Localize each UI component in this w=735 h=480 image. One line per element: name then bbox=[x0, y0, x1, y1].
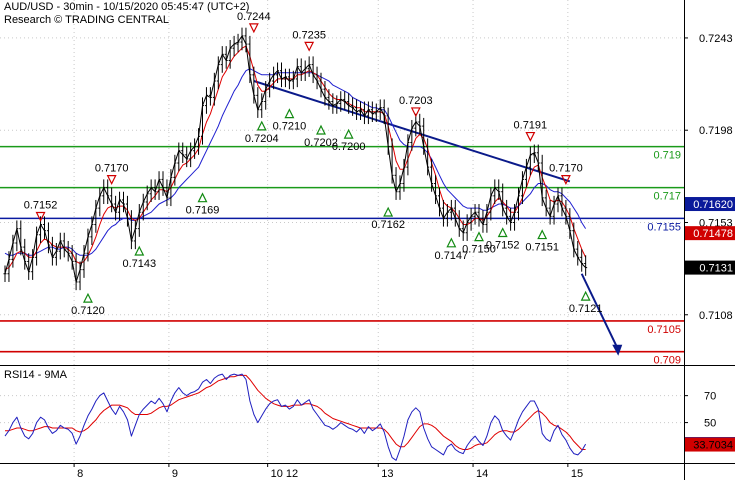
swing-low-label: 0.7169 bbox=[186, 205, 220, 217]
research-credit: Research © TRADING CENTRAL bbox=[4, 14, 169, 26]
swing-low-label: 0.7121 bbox=[569, 303, 603, 315]
swing-low-marker bbox=[383, 206, 394, 217]
price-tick-label: 0.7198 bbox=[699, 125, 733, 137]
projection-arrowhead bbox=[612, 344, 623, 356]
swing-low-marker bbox=[134, 245, 145, 256]
swing-low-marker bbox=[197, 192, 208, 203]
swing-low-marker bbox=[343, 128, 354, 139]
swing-low-label: 0.7162 bbox=[371, 219, 405, 231]
swing-low-marker bbox=[580, 290, 591, 301]
x-tick-label: 9 bbox=[172, 468, 178, 480]
price-series bbox=[3, 27, 588, 291]
rsi-panel bbox=[4, 373, 587, 461]
rsi-tick-label: 70 bbox=[704, 391, 716, 403]
price-tag-box bbox=[685, 226, 735, 241]
rsi-tag-box bbox=[685, 437, 735, 452]
swing-low-label: 0.7202 bbox=[304, 137, 338, 149]
x-tick-label: 8 bbox=[77, 468, 83, 480]
swing-high-marker bbox=[304, 41, 315, 52]
swing-low-label: 0.7210 bbox=[273, 121, 307, 133]
price-tag-box bbox=[685, 260, 735, 275]
chart-title: AUD/USD - 30min - 10/15/2020 05:45:47 (U… bbox=[4, 1, 250, 13]
swing-low-marker bbox=[446, 237, 457, 248]
price-tick-label: 0.7243 bbox=[699, 33, 733, 45]
swing-low-label: 0.7143 bbox=[122, 258, 156, 270]
swing-high-marker bbox=[410, 107, 421, 118]
swing-low-marker bbox=[474, 231, 484, 242]
swing-high-label: 0.7244 bbox=[237, 11, 271, 23]
swing-low-marker bbox=[284, 108, 295, 119]
swing-high-label: 0.7170 bbox=[549, 163, 583, 175]
rsi-ma-line bbox=[5, 374, 586, 450]
fast-moving-average-line bbox=[4, 45, 587, 271]
swing-high-marker bbox=[106, 175, 117, 185]
rsi-tick-label: 50 bbox=[704, 418, 716, 430]
rsi-tag-text: 33.7034 bbox=[693, 440, 733, 452]
swing-low-label: 0.7120 bbox=[71, 305, 105, 317]
price-tag-text: 0.7131 bbox=[699, 263, 733, 275]
price-tag-text: 0.71478 bbox=[693, 228, 733, 240]
swing-high-marker bbox=[560, 175, 571, 185]
x-tick-label: 15 bbox=[571, 468, 583, 480]
level-label: 0.7155 bbox=[647, 221, 681, 233]
rsi-line bbox=[4, 373, 587, 461]
swing-high-label: 0.7152 bbox=[24, 200, 58, 212]
swing-low-label: 0.7152 bbox=[486, 240, 520, 252]
swing-low-marker bbox=[537, 229, 548, 240]
swing-high-label: 0.7191 bbox=[514, 120, 548, 132]
swing-markers: 0.7244 0.7235 0.7203 0.7191 0.7170 0.7170 0.71… bbox=[24, 11, 603, 317]
price-tag-text: 0.71620 bbox=[693, 199, 733, 211]
swing-high-marker bbox=[525, 131, 536, 142]
projection-arrow bbox=[580, 273, 619, 349]
level-label: 0.719 bbox=[653, 150, 681, 162]
swing-low-label: 0.7151 bbox=[525, 242, 559, 254]
swing-low-marker bbox=[82, 292, 93, 303]
level-label: 0.709 bbox=[653, 355, 681, 367]
swing-high-marker bbox=[248, 23, 259, 34]
swing-low-label: 0.7147 bbox=[435, 250, 469, 262]
price-close-line bbox=[4, 35, 586, 283]
level-label: 0.717 bbox=[653, 191, 681, 203]
swing-high-marker bbox=[35, 211, 46, 222]
swing-low-marker bbox=[497, 227, 508, 238]
swing-high-label: 0.7203 bbox=[399, 95, 433, 107]
x-tick-label: 14 bbox=[476, 468, 488, 480]
swing-high-label: 0.7170 bbox=[95, 163, 129, 175]
swing-low-label: 0.7204 bbox=[245, 133, 279, 145]
level-label: 0.7105 bbox=[647, 324, 681, 336]
swing-low-label: 0.7200 bbox=[332, 141, 366, 153]
rsi-panel-label: RSI14 - 9MA bbox=[4, 369, 67, 381]
x-tick-label: 13 bbox=[381, 468, 393, 480]
swing-low-label: 0.7150 bbox=[462, 244, 496, 256]
swing-high-label: 0.7235 bbox=[292, 29, 326, 41]
price-tag-box bbox=[685, 197, 735, 212]
swing-low-marker bbox=[316, 124, 326, 135]
swing-low-marker bbox=[256, 120, 267, 131]
price-tick-label: 0.7108 bbox=[699, 310, 733, 322]
x-tick-label: 10 12 bbox=[271, 468, 299, 480]
